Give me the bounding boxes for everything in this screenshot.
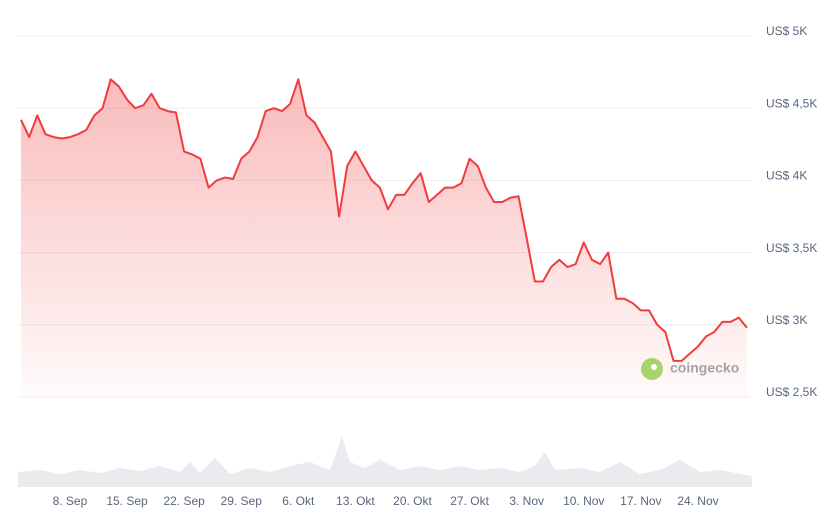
- x-tick-label: 29. Sep: [221, 494, 263, 508]
- y-tick-label: US$ 5K: [766, 24, 807, 38]
- x-tick-label: 13. Okt: [336, 494, 375, 508]
- x-tick-label: 6. Okt: [282, 494, 315, 508]
- x-tick-label: 22. Sep: [163, 494, 205, 508]
- x-tick-label: 27. Okt: [450, 494, 489, 508]
- x-tick-label: 8. Sep: [53, 494, 88, 508]
- y-tick-label: US$ 3K: [766, 313, 807, 327]
- price-area: [21, 79, 747, 397]
- x-tick-label: 17. Nov: [620, 494, 661, 508]
- y-tick-label: US$ 4,5K: [766, 96, 817, 110]
- y-tick-label: US$ 4K: [766, 169, 807, 183]
- x-tick-label: 15. Sep: [106, 494, 148, 508]
- watermark: coingecko: [641, 358, 739, 380]
- x-tick-label: 20. Okt: [393, 494, 432, 508]
- volume-area: [18, 436, 752, 487]
- x-tick-label: 24. Nov: [677, 494, 718, 508]
- watermark-logo-eye: [651, 364, 657, 370]
- x-tick-label: 3. Nov: [509, 494, 544, 508]
- y-tick-label: US$ 3,5K: [766, 241, 817, 255]
- y-tick-label: US$ 2,5K: [766, 385, 817, 399]
- watermark-text: coingecko: [670, 360, 739, 376]
- price-line: [20, 78, 748, 362]
- x-tick-label: 10. Nov: [563, 494, 604, 508]
